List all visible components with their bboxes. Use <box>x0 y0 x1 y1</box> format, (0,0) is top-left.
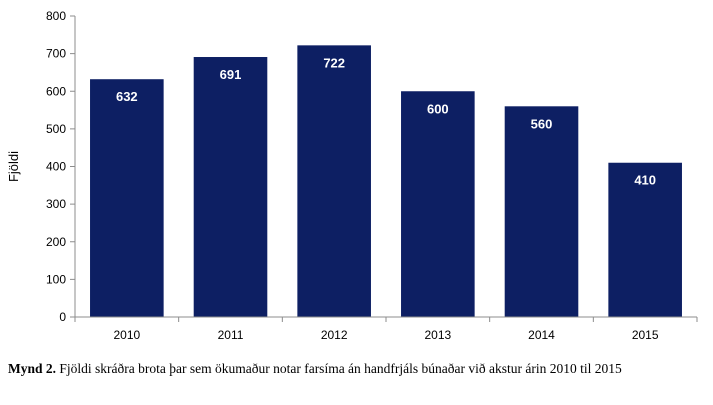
x-tick-label: 2012 <box>321 328 348 342</box>
bar-value-label: 691 <box>220 67 242 82</box>
x-axis-ticks: 2010 2011 2012 2013 2014 2015 <box>74 317 698 342</box>
bar-2013 <box>401 91 475 317</box>
y-tick-label: 200 <box>46 235 66 249</box>
bar-2011 <box>193 57 268 317</box>
x-tick-label: 2014 <box>528 328 555 342</box>
y-tick-label: 300 <box>46 197 66 211</box>
figure-caption: Mynd 2. Fjöldi skráðra brota þar sem öku… <box>8 360 698 377</box>
bar-2010 <box>90 79 164 318</box>
bar-value-label: 600 <box>427 101 449 116</box>
bar-2014 <box>504 106 579 317</box>
x-tick-label: 2015 <box>632 328 659 342</box>
x-tick-label: 2010 <box>113 328 140 342</box>
caption-label: Mynd 2. <box>8 361 57 376</box>
x-tick-label: 2013 <box>424 328 451 342</box>
bar-value-label: 410 <box>634 173 656 188</box>
y-tick-label: 600 <box>46 84 66 98</box>
bar-chart: 0 100 200 300 400 500 600 700 800 632 691 722 600 56… <box>6 9 698 342</box>
y-tick-label: 500 <box>46 122 66 136</box>
y-tick-label: 800 <box>46 9 66 23</box>
caption-text: Fjöldi skráðra brota þar sem ökumaður no… <box>59 361 622 376</box>
y-axis-ticks: 0 100 200 300 400 500 600 700 800 <box>46 9 75 324</box>
bar-value-label: 722 <box>323 55 345 70</box>
bars: 632 691 722 600 560 410 <box>90 45 682 318</box>
bar-value-label: 560 <box>531 116 553 131</box>
y-tick-label: 100 <box>46 272 66 286</box>
y-tick-label: 400 <box>46 160 66 174</box>
bar-2015 <box>608 162 682 317</box>
bar-value-label: 632 <box>116 89 138 104</box>
y-axis-title: Fjöldi <box>6 151 21 182</box>
bar-2012 <box>297 45 371 317</box>
y-tick-label: 700 <box>46 47 66 61</box>
x-tick-label: 2011 <box>218 328 244 342</box>
y-tick-label: 0 <box>59 310 66 324</box>
